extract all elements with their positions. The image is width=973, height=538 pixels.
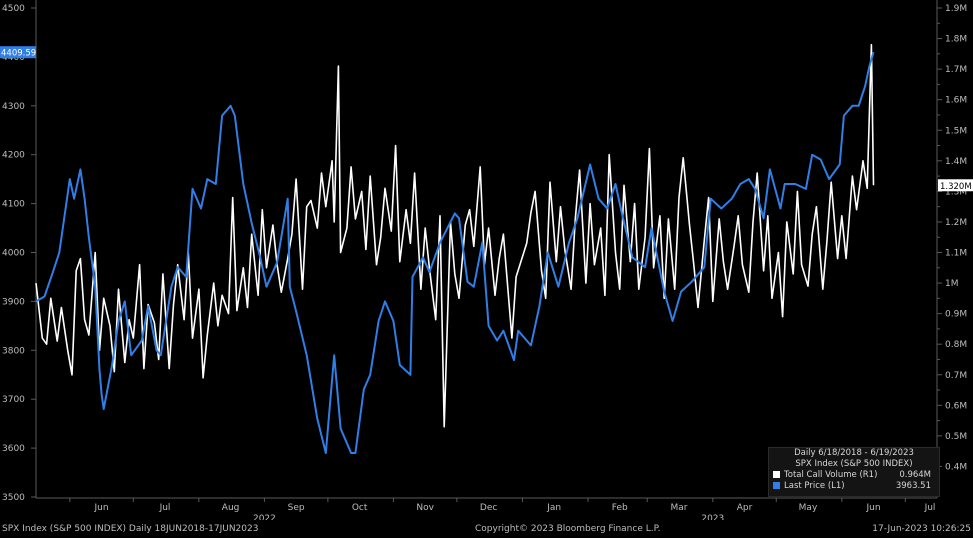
x-tick-label: Jun <box>866 503 881 513</box>
chart: 3500360037003800390040004100420043004400… <box>0 0 973 520</box>
right-tick-label: 1.2M <box>945 218 967 228</box>
right-tick-label: 1.8M <box>945 35 967 45</box>
left-tick-label: 3700 <box>2 395 25 405</box>
series-group <box>35 43 875 454</box>
footer-left: SPX Index (S&P 500 INDEX) Daily 18JUN201… <box>2 524 259 534</box>
x-axis-ticks: Jun Jul Aug Sep Oct Nov Dec Jan Feb Mar Apr May Jun J… <box>69 498 936 520</box>
legend-label: Last Price (L1) <box>784 481 845 491</box>
right-tick-label: 0.7M <box>945 371 967 381</box>
right-tick-label: 0.4M <box>945 462 967 472</box>
value-tags: 4409.59 1.320M <box>0 46 973 192</box>
right-tick-label: 1.7M <box>945 65 967 75</box>
right-axis-ticks: 0.4M 0.5M 0.6M 0.7M 0.8M 0.9M 1M 1.1M 1.2M 1.3M 1.… <box>937 4 967 483</box>
left-tick-label: 4100 <box>2 200 25 210</box>
axes <box>35 0 938 499</box>
legend-value: 0.964M <box>899 470 931 480</box>
x-tick-label: Jan <box>546 503 561 513</box>
x-tick-label: Apr <box>737 503 753 513</box>
right-tick-label: 0.8M <box>945 340 967 350</box>
right-tick-label: 1.3M <box>945 187 967 197</box>
legend-item-volume: Total Call Volume (R1) 0.964M <box>769 470 939 481</box>
right-tick-label: 1.4M <box>945 157 967 167</box>
left-tick-label: 3500 <box>2 493 25 503</box>
right-tick-label: 1.9M <box>945 4 967 14</box>
legend: Daily 6/18/2018 - 6/19/2023 SPX Index (S… <box>768 447 940 497</box>
x-tick-label: Aug <box>222 503 240 513</box>
footer: SPX Index (S&P 500 INDEX) Daily 18JUN201… <box>0 520 973 538</box>
legend-value: 3963.51 <box>895 481 931 491</box>
x-tick-label: Oct <box>352 503 368 513</box>
x-tick-label: Dec <box>480 503 497 513</box>
right-tick-label: 1.5M <box>945 126 967 136</box>
right-tick-label: 1M <box>945 279 959 289</box>
left-tick-label: 3900 <box>2 297 25 307</box>
right-tick-label: 1.1M <box>945 249 967 259</box>
x-tick-label: May <box>799 503 818 513</box>
legend-item-price: Last Price (L1) 3963.51 <box>769 481 939 492</box>
left-tick-label: 4500 <box>2 4 25 14</box>
right-tick-label: 1.6M <box>945 96 967 106</box>
left-tick-label: 3800 <box>2 346 25 356</box>
x-tick-label: Jun <box>94 503 109 513</box>
legend-swatch-volume <box>773 471 780 478</box>
volume-tag <box>938 179 973 192</box>
x-tick-label: Feb <box>612 503 628 513</box>
legend-label: Total Call Volume (R1) <box>784 470 878 480</box>
x-tick-label: Jul <box>159 503 171 513</box>
x-tick-label: Jul <box>924 503 936 513</box>
right-tick-label: 0.6M <box>945 401 967 411</box>
year-label: 2022 <box>253 514 276 520</box>
series-line-last-price <box>35 51 875 454</box>
right-tick-label: 0.9M <box>945 310 967 320</box>
left-tick-label: 3600 <box>2 444 25 454</box>
last-price-tag-label: 4409.59 <box>1 49 36 59</box>
footer-copyright: Copyright© 2023 Bloomberg Finance L.P. <box>475 524 661 534</box>
x-tick-label: Nov <box>416 503 434 513</box>
legend-title: Daily 6/18/2018 - 6/19/2023 <box>794 448 914 458</box>
left-axis-ticks: 3500360037003800390040004100420043004400… <box>2 4 36 503</box>
series-line-call-volume <box>35 43 875 428</box>
left-tick-label: 4000 <box>2 249 25 259</box>
year-label: 2023 <box>701 514 724 520</box>
right-tick-label: 0.5M <box>945 432 967 442</box>
legend-swatch-price <box>773 482 780 489</box>
left-tick-label: 4300 <box>2 102 25 112</box>
x-tick-label: Sep <box>288 503 305 513</box>
last-price-tag <box>0 46 36 59</box>
legend-subtitle: SPX Index (S&P 500 INDEX) <box>795 459 913 469</box>
volume-tag-label: 1.320M <box>940 182 972 192</box>
footer-timestamp: 17-Jun-2023 10:26:25 <box>872 524 971 534</box>
left-tick-label: 4200 <box>2 151 25 161</box>
x-tick-label: Mar <box>670 503 687 513</box>
